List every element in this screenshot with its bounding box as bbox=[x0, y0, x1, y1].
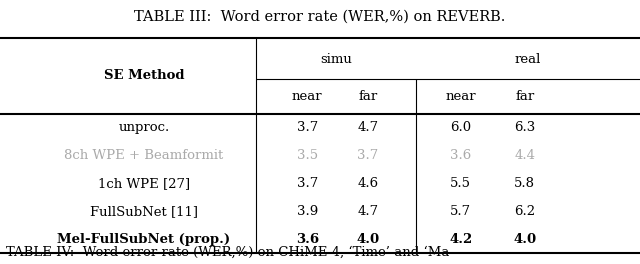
Text: far: far bbox=[358, 90, 378, 103]
Text: 5.7: 5.7 bbox=[450, 205, 472, 218]
Text: 4.6: 4.6 bbox=[357, 177, 379, 190]
Text: TABLE IV:  Word error rate (WER,%) on CHiME 4, ‘Time’ and ‘Ma: TABLE IV: Word error rate (WER,%) on CHi… bbox=[6, 246, 450, 259]
Text: far: far bbox=[515, 90, 534, 103]
Text: simu: simu bbox=[320, 53, 352, 66]
Text: 3.7: 3.7 bbox=[296, 121, 318, 134]
Text: 8ch WPE + Beamformit: 8ch WPE + Beamformit bbox=[65, 149, 223, 162]
Text: 1ch WPE [27]: 1ch WPE [27] bbox=[98, 177, 190, 190]
Text: 4.2: 4.2 bbox=[449, 233, 472, 246]
Text: 3.7: 3.7 bbox=[296, 177, 318, 190]
Text: 4.7: 4.7 bbox=[357, 205, 379, 218]
Text: unproc.: unproc. bbox=[118, 121, 170, 134]
Text: 4.7: 4.7 bbox=[357, 121, 379, 134]
Text: 6.3: 6.3 bbox=[514, 121, 536, 134]
Text: 3.6: 3.6 bbox=[296, 233, 319, 246]
Text: near: near bbox=[445, 90, 476, 103]
Text: FullSubNet [11]: FullSubNet [11] bbox=[90, 205, 198, 218]
Text: SE Method: SE Method bbox=[104, 69, 184, 82]
Text: 6.0: 6.0 bbox=[450, 121, 472, 134]
Text: 6.2: 6.2 bbox=[514, 205, 536, 218]
Text: TABLE III:  Word error rate (WER,%) on REVERB.: TABLE III: Word error rate (WER,%) on RE… bbox=[134, 9, 506, 23]
Text: 3.7: 3.7 bbox=[357, 149, 379, 162]
Text: 5.5: 5.5 bbox=[451, 177, 471, 190]
Text: 3.9: 3.9 bbox=[296, 205, 318, 218]
Text: Mel-FullSubNet (prop.): Mel-FullSubNet (prop.) bbox=[58, 233, 230, 246]
Text: 4.4: 4.4 bbox=[515, 149, 535, 162]
Text: 3.5: 3.5 bbox=[296, 149, 318, 162]
Text: near: near bbox=[292, 90, 323, 103]
Text: 3.6: 3.6 bbox=[450, 149, 472, 162]
Text: 5.8: 5.8 bbox=[515, 177, 535, 190]
Text: real: real bbox=[515, 53, 541, 66]
Text: 4.0: 4.0 bbox=[513, 233, 536, 246]
Text: 4.0: 4.0 bbox=[356, 233, 380, 246]
